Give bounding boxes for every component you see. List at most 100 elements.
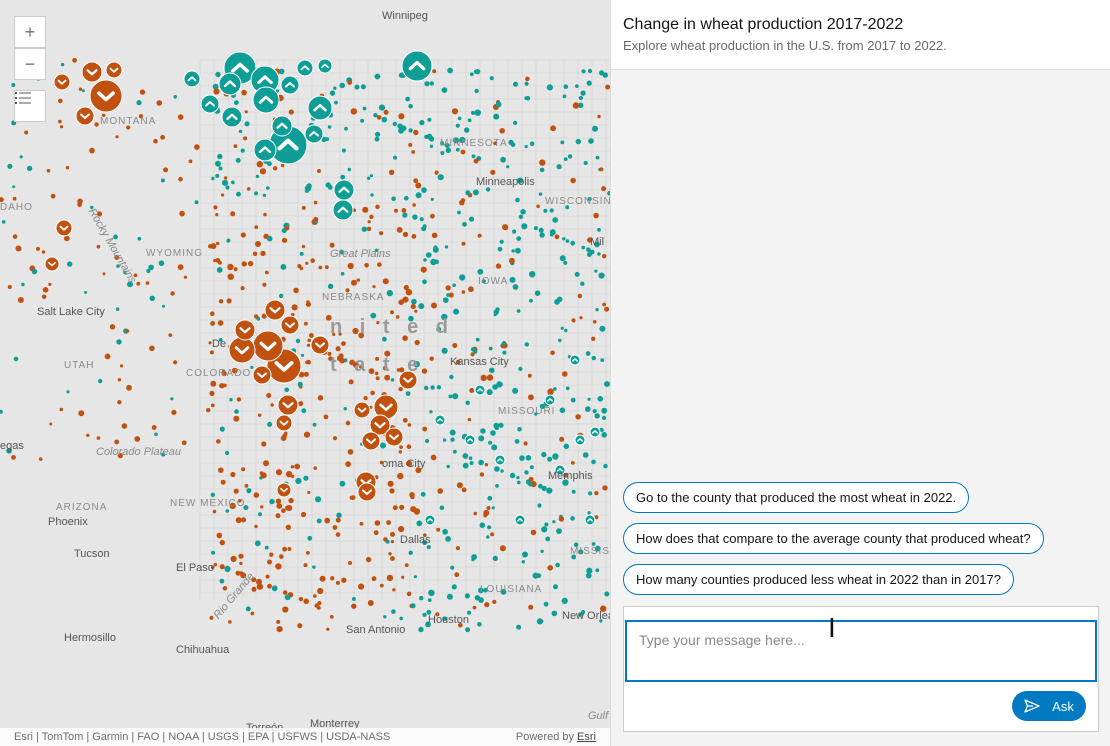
county-marker [597, 396, 604, 402]
county-marker [562, 237, 566, 241]
county-marker [450, 565, 455, 570]
map-view[interactable]: Winnipeg MONTANA MINNESOTA Minneapolis WISCO… [0, 0, 610, 746]
increase-marker [401, 50, 433, 82]
county-marker [67, 261, 73, 267]
county-marker [490, 430, 496, 436]
message-input[interactable] [625, 620, 1097, 682]
esri-link[interactable]: Esri [577, 731, 596, 743]
county-marker [398, 127, 404, 134]
county-marker [179, 210, 185, 217]
county-marker [352, 361, 359, 368]
county-marker [231, 180, 235, 185]
county-marker [553, 387, 557, 391]
county-marker [262, 282, 267, 287]
increase-marker [589, 426, 601, 438]
county-marker [46, 168, 51, 173]
county-marker [156, 100, 163, 106]
county-marker [428, 589, 435, 596]
county-marker [374, 248, 379, 252]
county-marker [384, 350, 391, 357]
county-marker [563, 84, 569, 89]
map-label-nebraska: NEBRASKA [322, 292, 385, 303]
county-marker [529, 141, 535, 147]
county-marker [256, 161, 263, 168]
county-marker [474, 109, 481, 116]
decrease-marker [234, 319, 256, 341]
county-marker [422, 426, 428, 432]
county-marker [415, 182, 422, 189]
county-marker [434, 259, 439, 265]
county-marker [586, 247, 591, 252]
zoom-out-button[interactable]: − [14, 48, 46, 80]
county-marker [597, 252, 601, 256]
county-marker [422, 612, 427, 618]
county-marker [49, 422, 53, 426]
increase-marker [424, 514, 436, 526]
suggestion-chip-compare-average[interactable]: How does that compare to the average cou… [623, 523, 1044, 554]
county-marker [599, 427, 604, 433]
suggestion-chip-counties-less[interactable]: How many counties produced less wheat in… [623, 564, 1014, 595]
county-marker [408, 128, 413, 133]
county-marker [307, 490, 311, 495]
county-marker [485, 187, 491, 192]
county-marker [479, 522, 486, 528]
county-marker [332, 332, 336, 336]
map-canvas[interactable] [0, 0, 610, 746]
county-marker [592, 409, 597, 414]
county-marker [219, 426, 225, 432]
county-marker [275, 563, 282, 570]
county-marker [493, 309, 499, 315]
county-marker [455, 123, 460, 128]
county-marker [425, 438, 430, 444]
county-marker [255, 241, 261, 247]
county-marker [304, 321, 308, 326]
county-marker [410, 303, 416, 310]
map-label-san-antonio: San Antonio [346, 624, 406, 636]
ask-button[interactable]: Ask [1012, 691, 1086, 721]
county-marker [401, 575, 405, 579]
zoom-in-button[interactable]: + [14, 16, 46, 48]
county-marker [366, 226, 372, 232]
county-marker [580, 90, 586, 96]
map-label-colorado: COLORADO [186, 368, 252, 379]
county-marker [477, 233, 482, 238]
county-marker [415, 192, 422, 199]
county-marker [264, 545, 269, 550]
county-marker [509, 257, 515, 264]
county-marker [595, 155, 600, 160]
county-marker [64, 235, 70, 242]
county-marker [543, 601, 549, 607]
county-marker [284, 225, 290, 231]
map-label-dallas: Dallas [400, 534, 431, 546]
map-label-phoenix: Phoenix [48, 516, 88, 528]
county-marker [481, 279, 486, 284]
county-marker [539, 403, 545, 409]
county-marker [251, 577, 257, 583]
county-marker [444, 245, 449, 249]
county-marker [194, 200, 199, 205]
legend-button[interactable] [14, 90, 46, 122]
county-marker [580, 281, 585, 286]
county-marker [599, 619, 603, 623]
county-marker [399, 445, 403, 449]
county-marker [293, 287, 299, 294]
county-marker [325, 314, 332, 321]
county-marker [370, 312, 377, 319]
county-marker [354, 84, 360, 90]
county-marker [541, 526, 548, 533]
county-marker [243, 505, 249, 511]
county-marker [310, 258, 316, 263]
county-marker [89, 147, 95, 154]
county-marker [276, 626, 283, 633]
county-marker [471, 110, 475, 115]
county-marker [602, 254, 607, 259]
county-marker [306, 300, 310, 304]
decrease-marker [398, 370, 418, 390]
county-marker [224, 565, 231, 573]
suggestion-chip-most-wheat[interactable]: Go to the county that produced the most … [623, 482, 970, 513]
county-marker [298, 596, 304, 602]
county-marker [377, 262, 382, 267]
county-marker [313, 594, 317, 598]
county-marker [42, 287, 49, 293]
county-marker [513, 120, 518, 125]
